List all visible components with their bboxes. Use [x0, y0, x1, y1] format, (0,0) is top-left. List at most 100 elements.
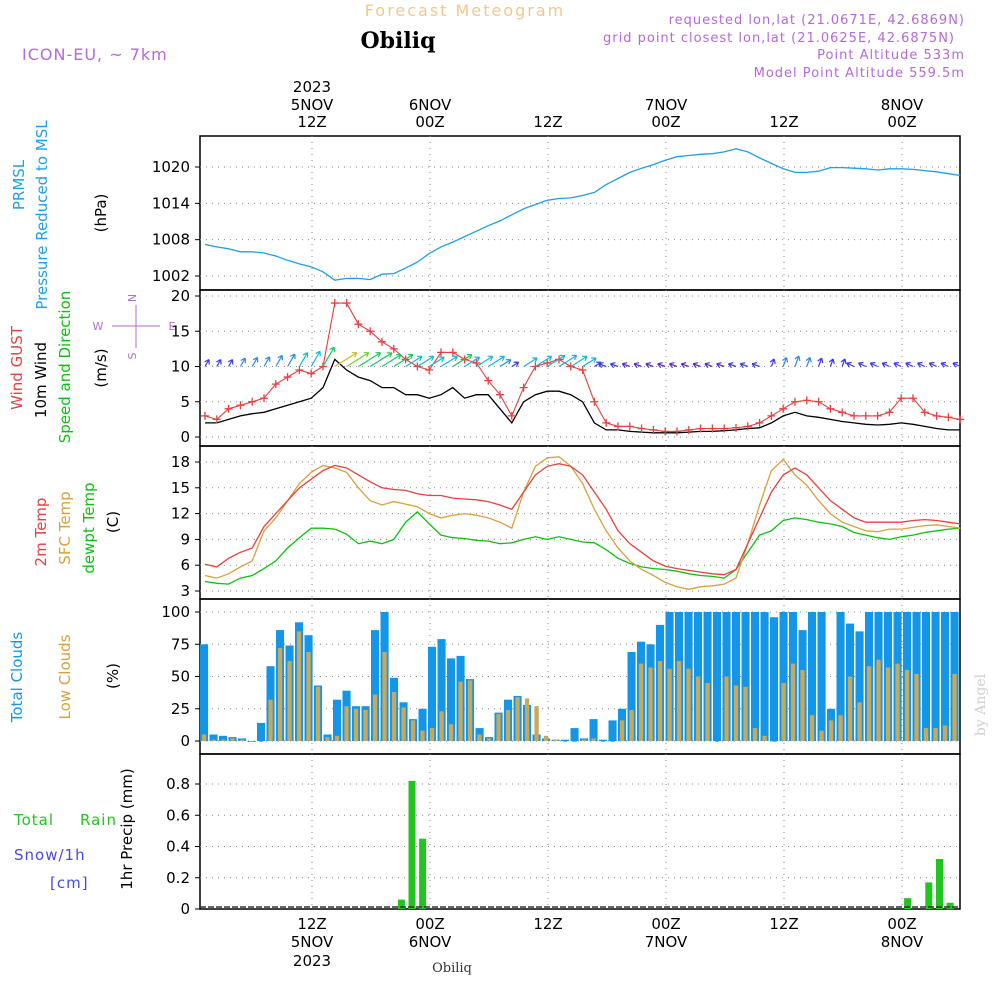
wind-direction-arrow [817, 357, 824, 367]
total-cloud-bar [779, 612, 788, 741]
gust-marker [248, 397, 257, 406]
wind-arrow-head [591, 357, 597, 363]
wind-arrow-head [782, 357, 789, 363]
dewpoint-line [204, 511, 961, 585]
low-cloud-bar [885, 667, 891, 741]
wind-direction-arrow [275, 354, 284, 367]
low-cloud-bar [220, 739, 226, 741]
wind-arrow-head [499, 355, 506, 362]
temperature-ytick-label: 12 [171, 505, 190, 523]
wind-direction-arrow [598, 362, 607, 369]
rain-bar [946, 902, 954, 910]
gust-marker [507, 411, 516, 420]
low-cloud-bar [496, 713, 501, 741]
wind-arrow-head [728, 362, 734, 369]
snow-legend-unit: [cm] [50, 874, 89, 892]
wind-direction-arrow [881, 361, 890, 368]
wind-arrow-head [621, 362, 628, 369]
wind-arrow-shaft [428, 356, 445, 368]
wind-direction-arrow [840, 358, 847, 367]
wind-arrow-head [645, 362, 651, 369]
wind-arrow-head [905, 361, 911, 368]
wind-direction-arrow [558, 354, 578, 368]
wind-arrow-shaft [251, 357, 258, 367]
low-cloud-bar [515, 697, 520, 741]
low-cloud-bar [353, 708, 359, 742]
pressure-ytick-label: 1002 [152, 267, 190, 285]
wind-arrow-head [559, 354, 566, 361]
wind-direction-arrow [239, 357, 247, 367]
wind-direction-arrow [952, 361, 961, 368]
precipitation-frame [199, 753, 961, 910]
wind-arrow-head [928, 361, 935, 368]
low-cloud-bar [752, 728, 758, 741]
gust-marker [708, 424, 717, 433]
sfc-temp-line [204, 456, 961, 590]
low-cloud-bar [249, 741, 254, 742]
wind-arrow-head [858, 361, 864, 368]
wind-arrow-head [227, 359, 234, 365]
rain-bar [904, 898, 912, 909]
wind-direction-arrow [669, 362, 678, 369]
total-cloud-bar [599, 739, 608, 741]
total-cloud-bar [200, 644, 209, 742]
wind-arrow-shaft [570, 355, 588, 368]
wind-direction-arrow [570, 355, 588, 368]
total-cloud-bar [751, 612, 760, 741]
wind-arrow-head [277, 354, 284, 361]
low-cloud-bar [505, 710, 511, 741]
pressure-ytick-label: 1014 [152, 194, 190, 212]
gust-marker [649, 425, 658, 434]
wind-arrow-shaft [782, 357, 788, 367]
low-cloud-bar [572, 741, 577, 742]
wind-arrow-shaft [794, 355, 800, 367]
wind-arrow-head [363, 352, 370, 358]
model-altitude: Model Point Altitude 559.5m [754, 66, 965, 81]
precipitation-ytick-label: 0.8 [166, 775, 190, 793]
wind-direction-arrow [692, 362, 701, 369]
temperature-frame [199, 445, 961, 600]
rain-bar [936, 859, 943, 909]
wind-arrow-head [952, 361, 958, 368]
precip-ylabel: 1hr Precip (mm) [118, 768, 136, 889]
low-cloud-bar [486, 738, 492, 741]
wind-direction-arrow [287, 353, 296, 367]
wind-arrow-head [669, 362, 675, 369]
wind-direction-arrow [499, 359, 512, 368]
wind-direction-arrow [657, 362, 666, 369]
wind-direction-arrow [940, 361, 949, 368]
wind-arrow-head [704, 362, 710, 369]
temp-ylabel: 2m Temp [32, 498, 50, 567]
wind-direction-arrow [216, 359, 222, 367]
wind-panel: 0 5 10 15 20 [171, 287, 961, 447]
wind-arrow-head [692, 362, 699, 369]
gust-marker [661, 427, 670, 436]
gust-marker [295, 366, 304, 375]
wind-arrow-head [204, 359, 210, 365]
wind-direction-arrow [452, 353, 473, 368]
gust-marker [767, 411, 776, 420]
precipitation-ytick-label: 0.6 [166, 806, 190, 824]
low-cloud-bar [401, 707, 406, 741]
wind-arrow-head [395, 353, 402, 360]
bottom-date-label: 6NOV [409, 933, 452, 951]
pressure-ytick-label: 1008 [152, 231, 190, 249]
low-cloud-bar [325, 737, 330, 741]
wind-arrow-shaft [523, 357, 538, 368]
wind-direction-arrow [728, 362, 737, 369]
wind-direction-arrow [610, 362, 619, 369]
low-cloud-bar [724, 676, 729, 741]
wind-arrow-head [633, 362, 640, 369]
sfc-temp-ylabel: SFC Temp [56, 491, 74, 564]
rain-bar [408, 780, 416, 909]
wind-arrow-shaft [881, 362, 890, 368]
wind-arrow-shaft [633, 363, 642, 368]
gust-marker [791, 397, 799, 406]
wind-direction-arrow [716, 362, 725, 369]
wind-arrow-head [474, 356, 481, 362]
low-cloud-bar [363, 710, 368, 741]
bottom-hour-label: 12Z [297, 915, 326, 933]
wind-direction-arrow [704, 362, 713, 369]
total-cloud-bar [209, 734, 218, 741]
low-cloud-bar [895, 663, 900, 741]
